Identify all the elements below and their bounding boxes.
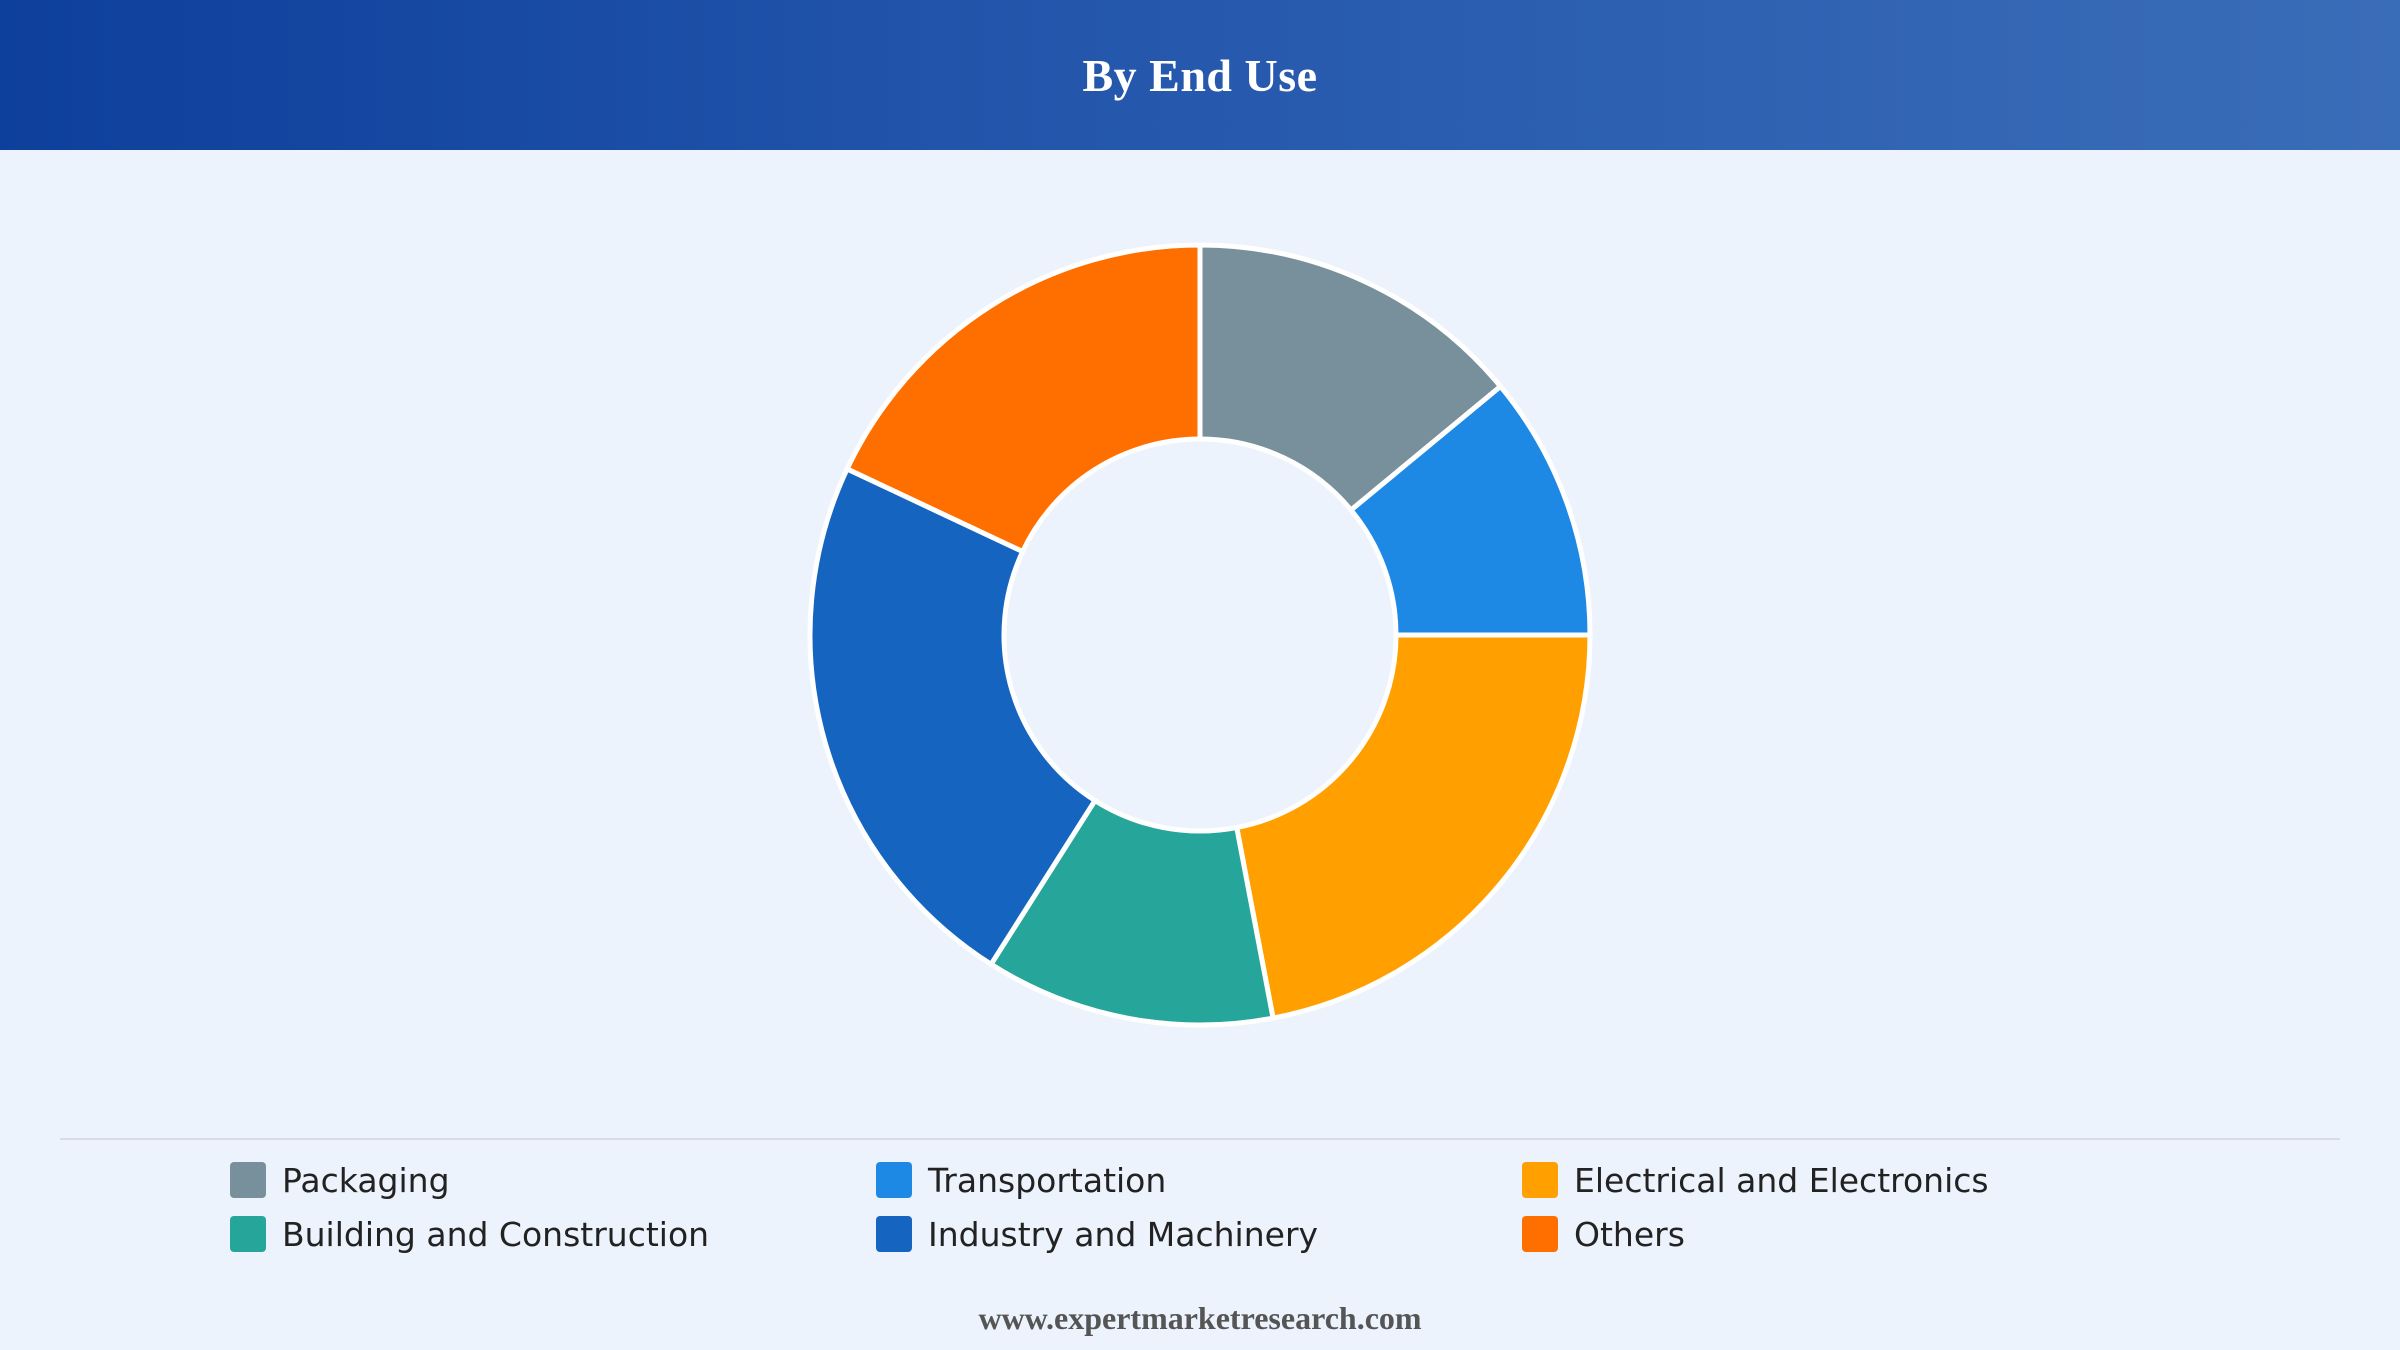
slice-packaging[interactable] bbox=[1197, 242, 1503, 513]
header-banner: By End Use bbox=[0, 0, 2400, 150]
legend-label: Industry and Machinery bbox=[928, 1214, 1319, 1254]
legend-item-building-and-construction[interactable]: Building and Construction bbox=[230, 1207, 876, 1261]
slice-electrical-and-electronics[interactable] bbox=[1234, 632, 1593, 1021]
slice-industry-and-machinery[interactable] bbox=[807, 466, 1098, 967]
legend-item-others[interactable]: Others bbox=[1522, 1207, 2130, 1261]
legend-divider bbox=[60, 1138, 2340, 1140]
source-website: www.expertmarketresearch.com bbox=[978, 1300, 1422, 1336]
legend-label: Others bbox=[1574, 1214, 1685, 1254]
legend-item-industry-and-machinery[interactable]: Industry and Machinery bbox=[876, 1207, 1522, 1261]
legend-swatch bbox=[876, 1162, 912, 1198]
chart-legend: Packaging Transportation Electrical and El… bbox=[230, 1153, 2130, 1261]
legend-label: Building and Construction bbox=[282, 1214, 710, 1254]
legend-item-electrical-and-electronics[interactable]: Electrical and Electronics bbox=[1522, 1153, 2130, 1207]
legend-swatch bbox=[230, 1216, 266, 1252]
legend-item-packaging[interactable]: Packaging bbox=[230, 1153, 876, 1207]
legend-swatch bbox=[876, 1216, 912, 1252]
legend-label: Electrical and Electronics bbox=[1574, 1160, 1989, 1200]
legend-label: Transportation bbox=[928, 1160, 1167, 1200]
slice-others[interactable] bbox=[844, 242, 1203, 555]
chart-title: By End Use bbox=[1082, 49, 1318, 101]
legend-item-transportation[interactable]: Transportation bbox=[876, 1153, 1522, 1207]
legend-swatch bbox=[1522, 1162, 1558, 1198]
slice-transportation[interactable] bbox=[1348, 383, 1593, 638]
legend-swatch bbox=[1522, 1216, 1558, 1252]
legend-swatch bbox=[230, 1162, 266, 1198]
legend-label: Packaging bbox=[282, 1160, 450, 1200]
